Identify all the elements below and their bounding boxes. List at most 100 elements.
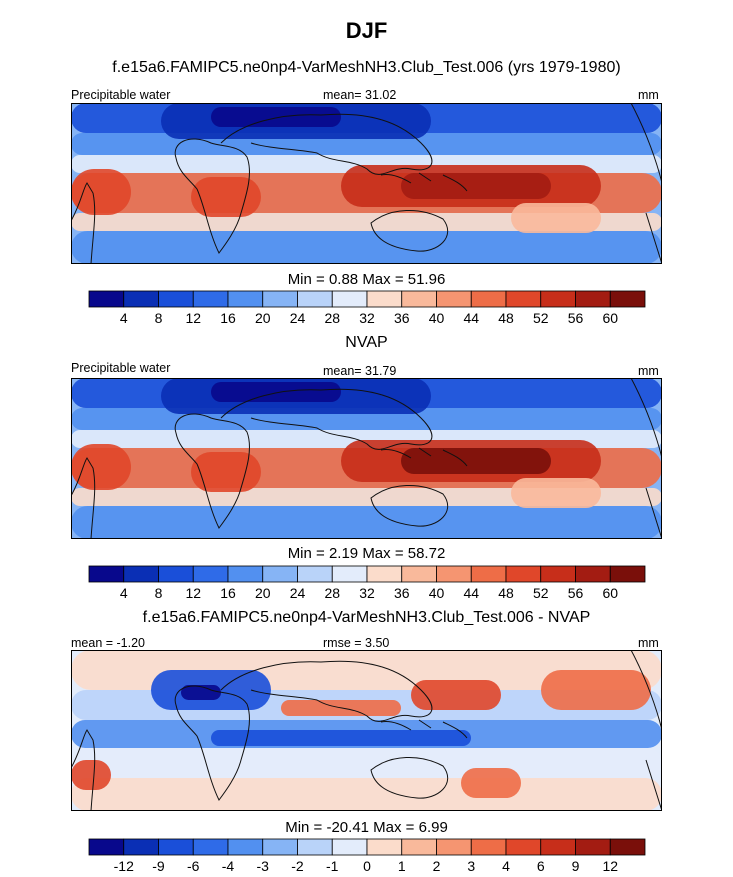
panel-3-mean-label: mean = -1.20 <box>71 636 146 650</box>
figure-title: DJF <box>345 18 388 43</box>
colorbar-swatch <box>158 838 194 856</box>
colorbar-tick-label: -12 <box>114 858 134 874</box>
colorbar-swatch <box>540 290 576 308</box>
colorbar-swatch <box>366 838 403 856</box>
colorbar-swatch <box>540 565 576 583</box>
panel-2-map <box>71 378 662 539</box>
colorbar-tick-label: 20 <box>255 310 271 326</box>
colorbar-swatch <box>331 565 368 583</box>
panel-2-title: NVAP <box>345 334 388 351</box>
panel-2-mean-label: mean= 31.79 <box>323 364 397 378</box>
panel-3-rmse-label: rmse = 3.50 <box>323 636 390 650</box>
panel-1-title: f.e15a6.FAMIPC5.ne0np4-VarMeshNH3.Club_T… <box>112 59 621 76</box>
colorbar-tick-label: 0 <box>363 858 371 874</box>
colorbar-swatch <box>297 838 333 856</box>
colorbar-tick-label: 48 <box>498 310 514 326</box>
panel-3-units-label: mm <box>638 636 659 650</box>
colorbar-tick-label: 52 <box>533 585 549 601</box>
colorbar-tick-label: 36 <box>394 310 410 326</box>
colorbar-swatch <box>331 838 368 856</box>
colorbar-swatch <box>505 838 542 856</box>
colorbar-swatch <box>366 565 403 583</box>
colorbar-swatch <box>505 565 542 583</box>
colorbar-swatch <box>123 565 159 583</box>
colorbar-swatch <box>262 838 298 856</box>
colorbar-tick-label: -1 <box>326 858 339 874</box>
panel-1-variable-label: Precipitable water <box>71 88 171 102</box>
colorbar-tick-label: 24 <box>290 585 306 601</box>
colorbar-tick-label: -9 <box>152 858 165 874</box>
colorbar-swatch <box>575 290 611 308</box>
colorbar-swatch <box>88 838 125 856</box>
panel-2-units-label: mm <box>638 364 659 378</box>
colorbar-tick-label: -2 <box>291 858 304 874</box>
colorbar-swatch <box>401 565 437 583</box>
colorbar-swatch <box>262 565 298 583</box>
colorbar-tick-label: -3 <box>257 858 270 874</box>
colorbar-swatch <box>401 838 437 856</box>
panel-2-colorbar: 4 8 12 16 20 24 28 32 36 40 44 48 52 56 60 <box>88 565 646 601</box>
colorbar-tick-label: 40 <box>429 585 445 601</box>
colorbar-swatch <box>609 565 646 583</box>
colorbar-swatch <box>192 838 229 856</box>
panel-3-title: f.e15a6.FAMIPC5.ne0np4-VarMeshNH3.Club_T… <box>142 609 591 626</box>
colorbar-swatch <box>123 290 159 308</box>
colorbar-swatch <box>123 838 159 856</box>
colorbar-swatch <box>227 290 264 308</box>
colorbar-tick-label: 4 <box>502 858 510 874</box>
colorbar-tick-label: 3 <box>467 858 475 874</box>
colorbar-swatch <box>436 838 472 856</box>
colorbar-tick-label: 12 <box>185 310 201 326</box>
colorbar-swatch <box>227 838 264 856</box>
colorbar-tick-label: 36 <box>394 585 410 601</box>
colorbar-swatch <box>436 290 472 308</box>
colorbar-tick-label: 2 <box>433 858 441 874</box>
colorbar-tick-label: 16 <box>220 585 236 601</box>
colorbar-swatch <box>401 290 437 308</box>
colorbar-swatch <box>470 565 507 583</box>
colorbar-swatch <box>262 290 298 308</box>
panel-3-min-max: Min = -20.41 Max = 6.99 <box>285 819 448 836</box>
colorbar-tick-label: 8 <box>155 585 163 601</box>
colorbar-swatch <box>192 290 229 308</box>
colorbar-tick-label: 16 <box>220 310 236 326</box>
colorbar-swatch <box>505 290 542 308</box>
colorbar-tick-label: 40 <box>429 310 445 326</box>
panel-1-units-label: mm <box>638 88 659 102</box>
colorbar-tick-label: 32 <box>359 585 375 601</box>
panel-2-min-max: Min = 2.19 Max = 58.72 <box>287 545 446 562</box>
colorbar-swatch <box>540 838 576 856</box>
colorbar-swatch <box>158 290 194 308</box>
colorbar-swatch <box>158 565 194 583</box>
colorbar-tick-label: 28 <box>324 310 340 326</box>
panel-3-colorbar: -12 -9 -6 -4 -3 -2 -1 0 1 2 3 4 6 9 12 <box>88 838 646 874</box>
colorbar-tick-label: 32 <box>359 310 375 326</box>
colorbar-tick-label: 56 <box>568 585 584 601</box>
colorbar-swatch <box>470 838 507 856</box>
panel-1-map <box>71 103 662 264</box>
colorbar-tick-label: 52 <box>533 310 549 326</box>
colorbar-tick-label: 8 <box>155 310 163 326</box>
panel-2-variable-label: Precipitable water <box>71 361 171 375</box>
colorbar-swatch <box>192 565 229 583</box>
panel-1-mean-label: mean= 31.02 <box>323 88 397 102</box>
colorbar-swatch <box>470 290 507 308</box>
colorbar-tick-label: 9 <box>572 858 580 874</box>
colorbar-tick-label: -6 <box>187 858 200 874</box>
colorbar-tick-label: 4 <box>120 310 128 326</box>
panel-1-min-max: Min = 0.88 Max = 51.96 <box>287 271 446 288</box>
colorbar-swatch <box>88 565 125 583</box>
panel-3-map <box>71 650 662 811</box>
colorbar-swatch <box>297 290 333 308</box>
colorbar-tick-label: 24 <box>290 310 306 326</box>
colorbar-tick-label: 60 <box>602 585 618 601</box>
colorbar-tick-label: 12 <box>185 585 201 601</box>
colorbar-swatch <box>575 838 611 856</box>
colorbar-tick-label: 44 <box>463 310 479 326</box>
colorbar-swatch <box>609 290 646 308</box>
colorbar-swatch <box>331 290 368 308</box>
colorbar-tick-label: 12 <box>602 858 618 874</box>
colorbar-tick-label: 60 <box>602 310 618 326</box>
colorbar-tick-label: 20 <box>255 585 271 601</box>
colorbar-tick-label: 48 <box>498 585 514 601</box>
